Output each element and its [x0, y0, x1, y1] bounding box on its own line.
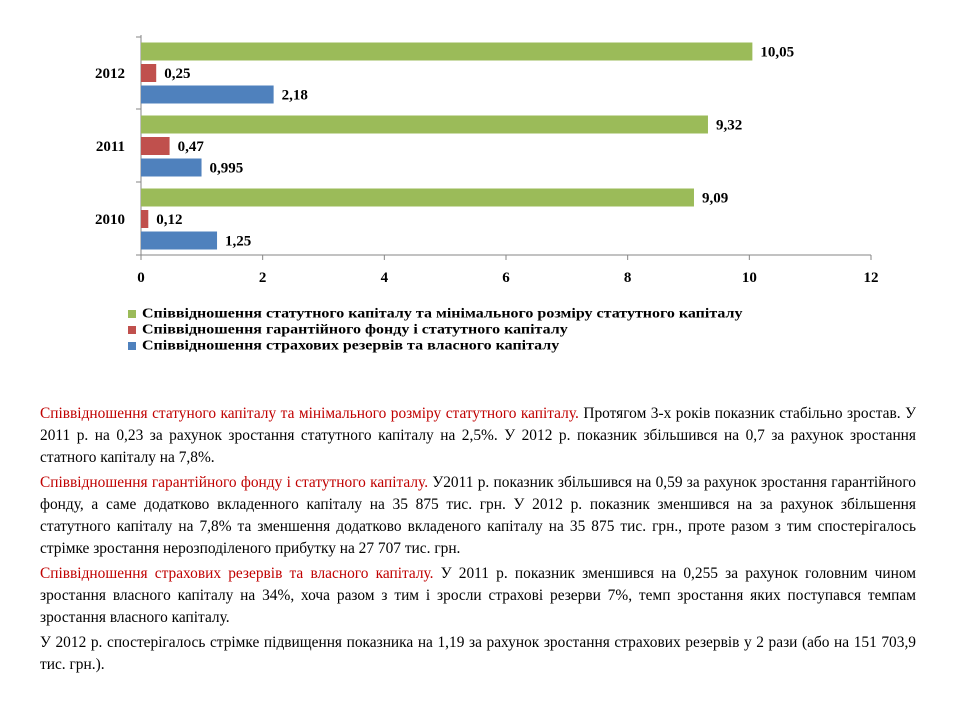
data-label: 2,18	[282, 88, 308, 104]
bar	[141, 231, 218, 250]
y-category-label: 2012	[95, 66, 125, 82]
y-category-label: 2011	[96, 139, 125, 155]
data-label: 0,12	[156, 212, 182, 228]
data-label: 9,09	[702, 191, 728, 207]
bar	[141, 115, 708, 134]
bar-chart: 0 2 4 6 8 10 12 2010 2011 2012 9,09 9,32 10,05 0,12 0,…	[95, 35, 879, 286]
data-label: 1,25	[225, 234, 251, 250]
x-tick-label: 8	[624, 270, 632, 286]
data-label: 0,25	[164, 66, 190, 82]
paragraph-body: Протягом 3-х років показник стабільно зр…	[40, 405, 916, 466]
bar	[141, 85, 274, 104]
paragraph-heading: Співвідношення страхових резервів та вла…	[40, 565, 434, 582]
legend-label: Співвідношення статутного капіталу та мі…	[142, 306, 743, 321]
bar	[141, 210, 149, 228]
bar	[141, 188, 694, 207]
analysis-text: Співвідношення статуного капіталу та мін…	[40, 403, 916, 679]
paragraph-heading: Співвідношення гарантійного фонду і стат…	[40, 474, 429, 491]
paragraph-2012: У 2012 р. спостерігалось стрімке підвище…	[40, 632, 916, 676]
data-label: 10,05	[760, 45, 794, 61]
legend-swatch	[128, 342, 136, 350]
paragraph-body: У2011 р. показник збільшився на 0,59 за …	[40, 474, 916, 557]
legend-label: Співвідношення страхових резервів та вла…	[142, 338, 560, 353]
x-tick-label: 2	[259, 270, 267, 286]
data-label: 0,47	[178, 139, 205, 155]
paragraph-body: У 2011 р. показник зменшився на 0,255 за…	[40, 565, 916, 626]
bar	[141, 158, 202, 177]
paragraph-statutory: Співвідношення статуного капіталу та мін…	[40, 403, 916, 469]
legend-label: Співвідношення гарантійного фонду і стат…	[142, 322, 568, 337]
x-tick-label: 12	[864, 270, 879, 286]
bar	[141, 64, 157, 82]
legend-item: Співвідношення статутного капіталу та мі…	[128, 306, 742, 322]
paragraph-guarantee: Співвідношення гарантійного фонду і стат…	[40, 472, 916, 560]
x-tick-label: 10	[742, 270, 757, 286]
legend-item: Співвідношення страхових резервів та вла…	[128, 338, 742, 354]
data-label: 0,995	[210, 161, 244, 177]
legend-swatch	[128, 326, 136, 334]
bar	[141, 137, 170, 155]
chart-legend: Співвідношення статутного капіталу та мі…	[128, 306, 742, 354]
x-tick-label: 6	[502, 270, 510, 286]
x-tick-label: 4	[381, 270, 389, 286]
legend-item: Співвідношення гарантійного фонду і стат…	[128, 322, 742, 338]
bar	[141, 42, 753, 61]
data-label: 9,32	[716, 118, 742, 134]
x-tick-label: 0	[137, 270, 145, 286]
legend-swatch	[128, 310, 136, 318]
paragraph-body: У 2012 р. спостерігалось стрімке підвище…	[40, 634, 916, 673]
y-category-label: 2010	[95, 212, 125, 228]
paragraph-heading: Співвідношення статуного капіталу та мін…	[40, 405, 579, 422]
paragraph-reserves: Співвідношення страхових резервів та вла…	[40, 563, 916, 629]
